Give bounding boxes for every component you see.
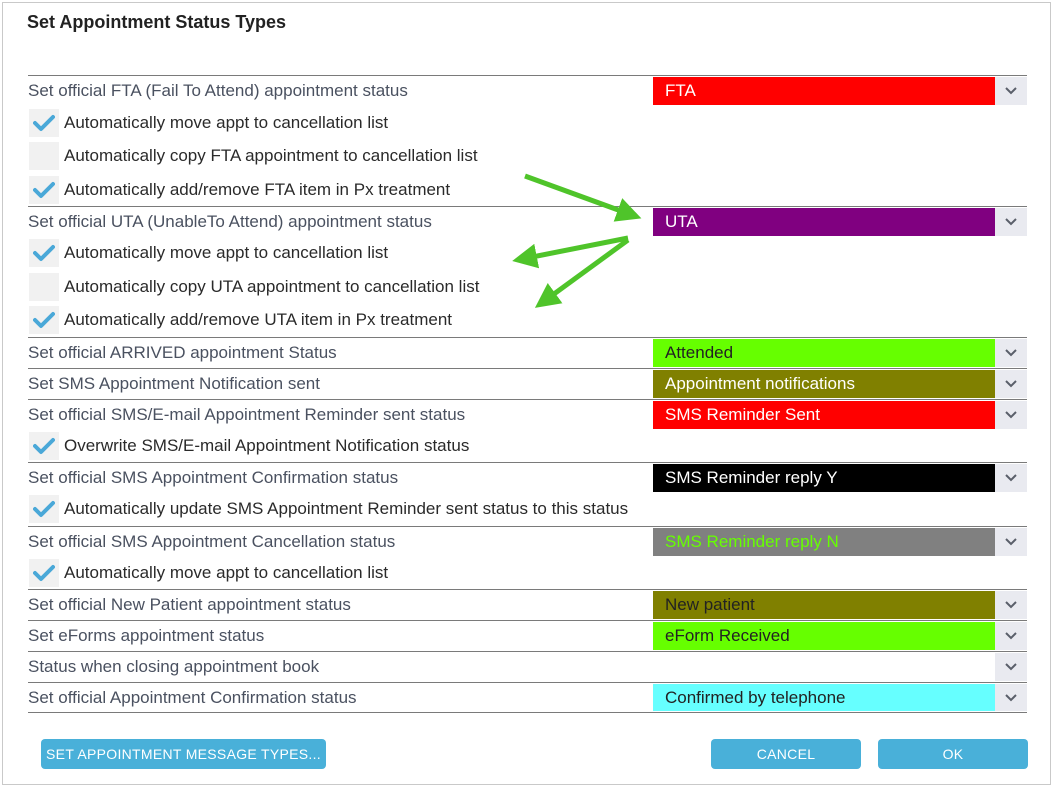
- checkbox[interactable]: [29, 559, 59, 587]
- status-row-label: Set official SMS/E-mail Appointment Remi…: [28, 405, 466, 424]
- status-row-label: Set official ARRIVED appointment Status: [28, 343, 337, 362]
- chevron-down-icon[interactable]: [995, 208, 1027, 236]
- status-row-label: Status when closing appointment book: [28, 657, 320, 676]
- checkbox[interactable]: [29, 142, 59, 170]
- selected-status-value[interactable]: eForm Received: [653, 622, 995, 650]
- selected-status-value[interactable]: Attended: [653, 339, 995, 367]
- checkbox[interactable]: [29, 273, 59, 301]
- checkmark-icon: [33, 311, 55, 329]
- status-row-label: Set official SMS Appointment Confirmatio…: [28, 468, 399, 487]
- fta-status-select[interactable]: FTA: [653, 77, 1027, 105]
- checkbox-label[interactable]: Overwrite SMS/E-mail Appointment Notific…: [64, 436, 470, 455]
- status-row-sms-notif: Set SMS Appointment Notification sent App…: [28, 368, 1027, 399]
- chevron-down-icon[interactable]: [995, 464, 1027, 492]
- chevron-down-icon[interactable]: [995, 653, 1027, 681]
- checkmark-icon: [33, 244, 55, 262]
- checkbox[interactable]: [29, 176, 59, 204]
- confirm-sms-status-select[interactable]: SMS Reminder reply Y: [653, 464, 1027, 492]
- checkbox-row-uta-chk1: Automatically move appt to cancellation …: [28, 237, 1027, 269]
- cancel-sms-status-select[interactable]: SMS Reminder reply N: [653, 528, 1027, 556]
- checkbox-row-fta-chk3: Automatically add/remove FTA item in Px …: [28, 174, 1027, 206]
- reminder-status-select[interactable]: SMS Reminder Sent: [653, 401, 1027, 429]
- checkmark-icon: [33, 114, 55, 132]
- checkmark-icon: [33, 437, 55, 455]
- selected-status-value[interactable]: SMS Reminder Sent: [653, 401, 995, 429]
- checkbox-label[interactable]: Automatically move appt to cancellation …: [64, 563, 389, 582]
- checkbox[interactable]: [29, 432, 59, 460]
- status-row-label: Set official New Patient appointment sta…: [28, 595, 351, 614]
- arrived-status-select[interactable]: Attended: [653, 339, 1027, 367]
- status-row-confirm-sms: Set official SMS Appointment Confirmatio…: [28, 462, 1027, 493]
- status-row-reminder: Set official SMS/E-mail Appointment Remi…: [28, 399, 1027, 430]
- selected-status-value[interactable]: FTA: [653, 77, 995, 105]
- status-row-label: Set official SMS Appointment Cancellatio…: [28, 532, 396, 551]
- dialog-title: Set Appointment Status Types: [27, 12, 287, 32]
- checkbox-row-reminder-chk: Overwrite SMS/E-mail Appointment Notific…: [28, 430, 1027, 462]
- checkbox-label[interactable]: Automatically move appt to cancellation …: [64, 243, 389, 262]
- chevron-down-icon[interactable]: [995, 401, 1027, 429]
- checkmark-icon: [33, 500, 55, 518]
- checkbox-row-confirm-sms-chk: Automatically update SMS Appointment Rem…: [28, 493, 1027, 525]
- appt-confirm-status-select[interactable]: Confirmed by telephone: [653, 684, 1027, 711]
- status-row-label: Set SMS Appointment Notification sent: [28, 374, 320, 393]
- chevron-down-icon[interactable]: [995, 684, 1027, 711]
- chevron-down-icon[interactable]: [995, 591, 1027, 619]
- green-arrow-icon: [534, 237, 630, 308]
- chevron-down-icon[interactable]: [995, 622, 1027, 650]
- selected-status-value[interactable]: SMS Reminder reply N: [653, 528, 995, 556]
- closing-status-select[interactable]: [653, 653, 1027, 681]
- green-arrow-icon: [512, 235, 629, 269]
- selected-status-value[interactable]: Appointment notifications: [653, 370, 995, 398]
- status-row-fta: Set official FTA (Fail To Attend) appoin…: [28, 75, 1027, 106]
- chevron-down-icon[interactable]: [995, 339, 1027, 367]
- checkbox-label[interactable]: Automatically move appt to cancellation …: [64, 113, 389, 132]
- uta-status-select[interactable]: UTA: [653, 208, 1027, 236]
- ok-button[interactable]: OK: [878, 739, 1028, 769]
- status-row-arrived: Set official ARRIVED appointment Status A…: [28, 337, 1027, 368]
- checkbox-label[interactable]: Automatically add/remove FTA item in Px …: [64, 180, 451, 199]
- checkmark-icon: [33, 564, 55, 582]
- checkbox-row-fta-chk1: Automatically move appt to cancellation …: [28, 107, 1027, 139]
- eforms-status-select[interactable]: eForm Received: [653, 622, 1027, 650]
- selected-status-value[interactable]: UTA: [653, 208, 995, 236]
- checkbox[interactable]: [29, 495, 59, 523]
- new-patient-status-select[interactable]: New patient: [653, 591, 1027, 619]
- checkbox-label[interactable]: Automatically update SMS Appointment Rem…: [64, 499, 629, 518]
- status-row-label: Set official FTA (Fail To Attend) appoin…: [28, 81, 408, 100]
- status-row-closing: Status when closing appointment book: [28, 651, 1027, 682]
- sms-notif-status-select[interactable]: Appointment notifications: [653, 370, 1027, 398]
- cancel-button[interactable]: CANCEL: [711, 739, 861, 769]
- checkbox-label[interactable]: Automatically add/remove UTA item in Px …: [64, 310, 453, 329]
- green-arrow-icon: [524, 173, 642, 222]
- checkbox-row-uta-chk3: Automatically add/remove UTA item in Px …: [28, 304, 1027, 336]
- chevron-down-icon[interactable]: [995, 370, 1027, 398]
- selected-status-value[interactable]: Confirmed by telephone: [653, 684, 995, 711]
- checkbox[interactable]: [29, 239, 59, 267]
- selected-status-value[interactable]: New patient: [653, 591, 995, 619]
- status-row-uta: Set official UTA (UnableTo Attend) appoi…: [28, 206, 1027, 237]
- status-row-appt-confirm: Set official Appointment Confirmation st…: [28, 682, 1027, 713]
- checkbox-row-uta-chk2: Automatically copy UTA appointment to ca…: [28, 271, 1027, 303]
- status-row-label: Set official Appointment Confirmation st…: [28, 687, 357, 707]
- checkbox-row-fta-chk2: Automatically copy FTA appointment to ca…: [28, 140, 1027, 172]
- status-row-label: Set eForms appointment status: [28, 626, 265, 645]
- checkmark-icon: [33, 181, 55, 199]
- selected-status-value[interactable]: [653, 653, 995, 681]
- status-row-new-patient: Set official New Patient appointment sta…: [28, 589, 1027, 620]
- status-row-eforms: Set eForms appointment status eForm Recei…: [28, 620, 1027, 651]
- checkbox[interactable]: [29, 109, 59, 137]
- checkbox-label[interactable]: Automatically copy UTA appointment to ca…: [64, 277, 480, 296]
- selected-status-value[interactable]: SMS Reminder reply Y: [653, 464, 995, 492]
- checkbox-label[interactable]: Automatically copy FTA appointment to ca…: [64, 146, 478, 165]
- chevron-down-icon[interactable]: [995, 77, 1027, 105]
- status-row-label: Set official UTA (UnableTo Attend) appoi…: [28, 212, 432, 231]
- chevron-down-icon[interactable]: [995, 528, 1027, 556]
- status-row-cancel-sms: Set official SMS Appointment Cancellatio…: [28, 526, 1027, 557]
- checkbox-row-cancel-sms-chk: Automatically move appt to cancellation …: [28, 557, 1027, 589]
- checkbox[interactable]: [29, 306, 59, 334]
- set-appointment-message-types-button[interactable]: SET APPOINTMENT MESSAGE TYPES...: [41, 739, 326, 769]
